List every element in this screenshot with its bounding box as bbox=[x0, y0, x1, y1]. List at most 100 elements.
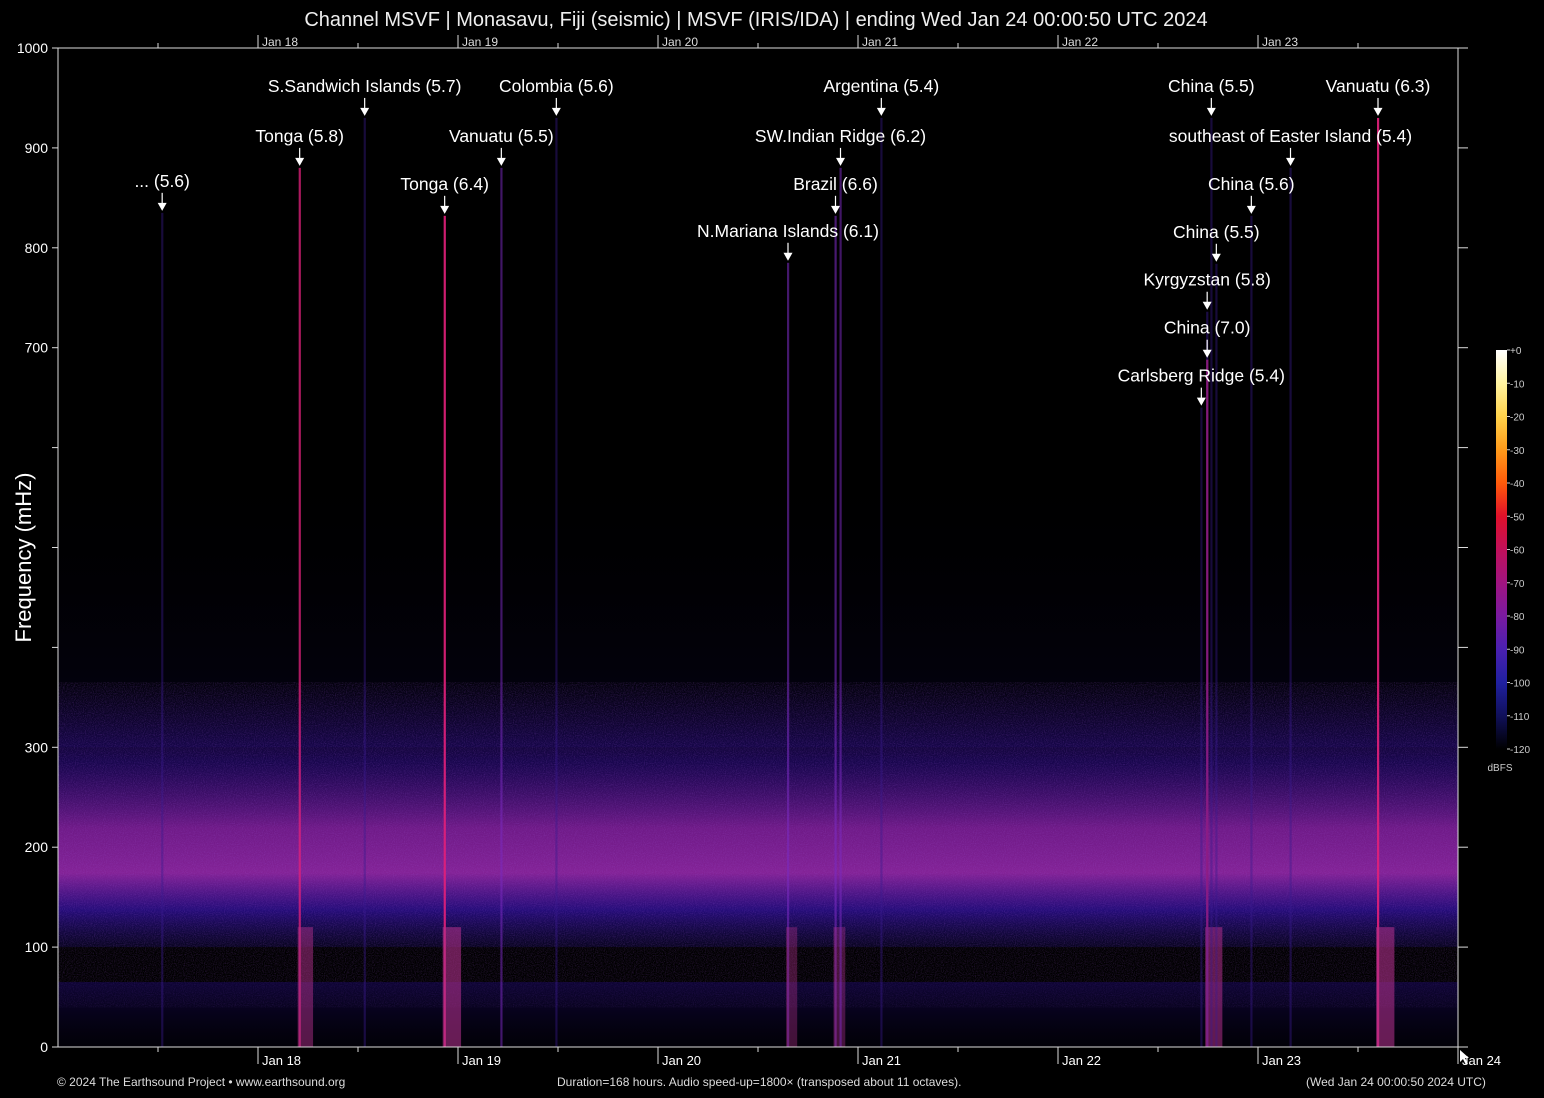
x-tick-label-top: Jan 22 bbox=[1062, 35, 1098, 49]
event-arrow-head bbox=[1286, 157, 1295, 166]
x-tick-label: Jan 19 bbox=[462, 1053, 501, 1068]
event-streak bbox=[298, 167, 301, 1047]
event-arrow-head bbox=[440, 205, 450, 214]
event-streak bbox=[880, 117, 883, 1048]
event-streak bbox=[555, 117, 558, 1048]
y-tick-label: 700 bbox=[25, 340, 49, 356]
x-tick-label: Jan 24 bbox=[1462, 1053, 1501, 1068]
colorbar-tick-label: -40 bbox=[1510, 479, 1525, 490]
event-arrow-head bbox=[157, 202, 167, 211]
y-tick-label: 300 bbox=[25, 739, 49, 755]
colorbar-tick-label: -80 bbox=[1510, 612, 1525, 623]
event-lines bbox=[161, 117, 1395, 1048]
event-label: Colombia (5.6) bbox=[499, 76, 614, 96]
x-tick-label-top: Jan 21 bbox=[862, 35, 898, 49]
event-streak bbox=[1250, 215, 1253, 1047]
event-label: Tonga (5.8) bbox=[255, 126, 344, 146]
event-label: Vanuatu (6.3) bbox=[1326, 76, 1431, 96]
event-label: S.Sandwich Islands (5.7) bbox=[268, 76, 462, 96]
colorbar-unit: dBFS bbox=[1487, 763, 1512, 774]
x-tick-label: Jan 18 bbox=[262, 1053, 301, 1068]
colorbar-tick-label: -110 bbox=[1510, 712, 1530, 723]
colorbar-tick-label: -30 bbox=[1510, 446, 1525, 457]
event-surface-wave bbox=[1205, 927, 1223, 1047]
event-streak bbox=[839, 167, 842, 1047]
event-label: southeast of Easter Island (5.4) bbox=[1169, 126, 1412, 146]
duration-footer: Duration=168 hours. Audio speed-up=1800×… bbox=[557, 1075, 962, 1089]
event-arrow-head bbox=[1206, 107, 1216, 116]
y-tick-label: 100 bbox=[25, 939, 49, 955]
event-arrow-head bbox=[831, 205, 840, 214]
colorbar-gradient bbox=[1496, 350, 1507, 749]
colorbar-tick-label: -120 bbox=[1510, 745, 1530, 756]
event-label: Vanuatu (5.5) bbox=[449, 126, 554, 146]
event-streak bbox=[500, 167, 503, 1047]
x-tick-label: Jan 22 bbox=[1062, 1053, 1101, 1068]
copyright-footer: © 2024 The Earthsound Project • www.eart… bbox=[57, 1075, 346, 1089]
event-streak bbox=[443, 215, 446, 1047]
event-label: China (5.6) bbox=[1208, 174, 1295, 194]
event-surface-wave bbox=[786, 927, 798, 1047]
spectrogram-background bbox=[58, 48, 1458, 1047]
chart-title: Channel MSVF | Monasavu, Fiji (seismic) … bbox=[304, 9, 1208, 31]
event-streak bbox=[787, 262, 790, 1047]
colorbar-tick-label: -10 bbox=[1510, 379, 1525, 390]
y-tick-label: 200 bbox=[25, 839, 49, 855]
low-frequency-band bbox=[58, 982, 1458, 1047]
y-tick-label: 900 bbox=[25, 140, 49, 156]
axes: 0 100 200 300 700 800 900 1000 Jan 18 Jan 18 Jan 1… bbox=[11, 35, 1501, 1068]
event-label: Argentina (5.4) bbox=[823, 76, 939, 96]
event-arrow-head bbox=[1202, 301, 1212, 310]
event-label: ... (5.6) bbox=[134, 171, 189, 191]
event-label: China (7.0) bbox=[1164, 318, 1251, 338]
event-arrow-head bbox=[783, 252, 793, 261]
event-streak bbox=[161, 212, 164, 1047]
cursor-icon bbox=[1460, 1050, 1469, 1065]
event-streak bbox=[1289, 167, 1292, 1047]
colorbar-tick-label: -90 bbox=[1510, 645, 1525, 656]
colorbar-tick-label: -50 bbox=[1510, 512, 1525, 523]
y-tick-label: 1000 bbox=[17, 40, 48, 56]
event-label: Brazil (6.6) bbox=[793, 174, 878, 194]
event-arrow-head bbox=[1246, 205, 1256, 214]
event-arrow-head bbox=[1196, 397, 1206, 406]
event-streak bbox=[1200, 407, 1203, 1047]
event-streak bbox=[1377, 117, 1380, 1048]
colorbar: +0 -10 -20 -30 -40 -50 -60 -70 -80 -90 -100 -110 -12… bbox=[1487, 346, 1530, 774]
colorbar-tick-label: -20 bbox=[1510, 413, 1525, 424]
x-tick-label: Jan 20 bbox=[662, 1053, 701, 1068]
event-streak bbox=[1206, 359, 1209, 1047]
event-arrow-head bbox=[1211, 253, 1221, 262]
event-streak bbox=[834, 215, 837, 1047]
event-streak bbox=[1215, 263, 1218, 1047]
event-label: Carlsberg Ridge (5.4) bbox=[1118, 366, 1285, 386]
x-tick-label-top: Jan 18 bbox=[262, 35, 298, 49]
event-arrow-head bbox=[836, 157, 845, 166]
event-arrow-head bbox=[1373, 107, 1383, 116]
event-surface-wave bbox=[442, 927, 462, 1047]
event-arrow-head bbox=[496, 157, 506, 166]
colorbar-tick-label: -60 bbox=[1510, 546, 1525, 557]
x-tick-label: Jan 21 bbox=[862, 1053, 901, 1068]
event-arrow-head bbox=[295, 157, 305, 166]
y-tick-label: 800 bbox=[25, 240, 49, 256]
event-streak bbox=[363, 117, 366, 1048]
noise-texture bbox=[58, 682, 1458, 1008]
event-arrow-head bbox=[876, 107, 886, 116]
x-tick-label-top: Jan 19 bbox=[462, 35, 498, 49]
event-annotations: ... (5.6) Tonga (5.8) S.Sandwich Islands (… bbox=[134, 76, 1430, 406]
event-streak bbox=[1206, 311, 1209, 1048]
event-surface-wave bbox=[1376, 927, 1395, 1047]
event-streak bbox=[1210, 117, 1213, 1048]
event-surface-wave bbox=[833, 927, 846, 1047]
colorbar-tick-label: +0 bbox=[1510, 346, 1522, 357]
x-tick-label-top: Jan 23 bbox=[1262, 35, 1298, 49]
event-label: N.Mariana Islands (6.1) bbox=[697, 221, 879, 241]
y-tick-label: 0 bbox=[40, 1039, 48, 1055]
event-arrow-head bbox=[551, 107, 561, 116]
colorbar-tick-label: -100 bbox=[1510, 679, 1530, 690]
event-arrow-head bbox=[1202, 349, 1212, 358]
colorbar-tick-label: -70 bbox=[1510, 579, 1525, 590]
y-axis-label: Frequency (mHz) bbox=[11, 473, 36, 643]
